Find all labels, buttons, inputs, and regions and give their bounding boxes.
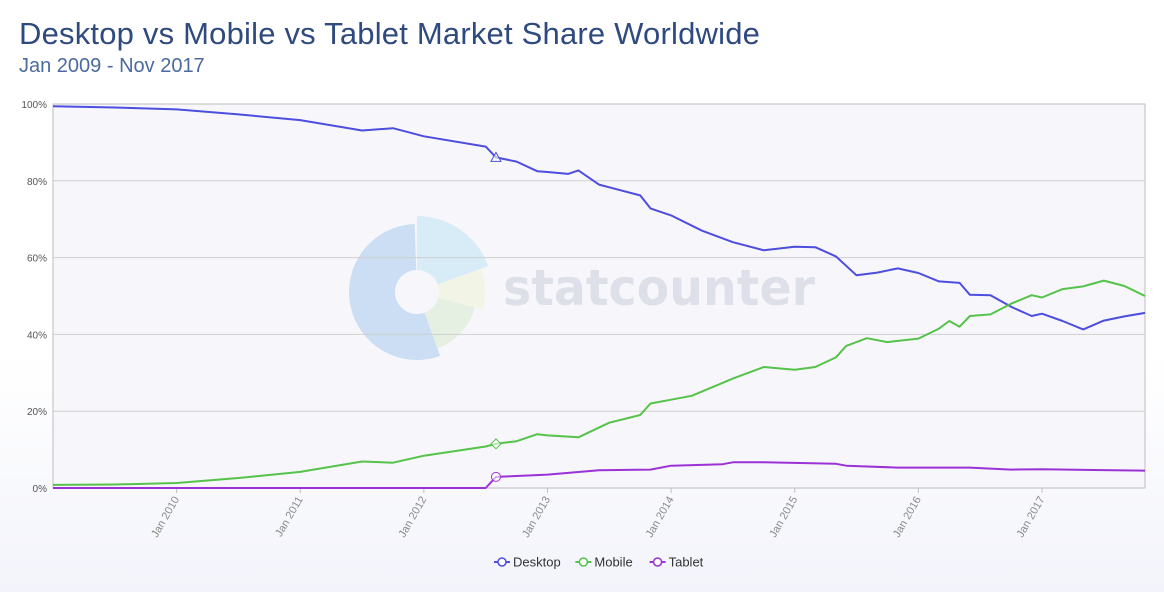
x-tick-label: Jan 2013 (520, 495, 553, 540)
legend-marker (578, 557, 589, 567)
watermark-logo-slice-bottom (424, 297, 475, 349)
legend-marker (652, 557, 663, 567)
grid-lines (53, 180, 1145, 412)
legend-marker (497, 557, 507, 567)
marker-desktop[interactable] (490, 151, 502, 162)
y-tick-label: 0% (33, 484, 48, 495)
watermark-logo-slice-top (417, 216, 489, 285)
legend-item-mobile[interactable]: Mobile (575, 555, 633, 570)
legend-item-desktop[interactable]: Desktop (494, 555, 561, 570)
chart-title: Desktop vs Mobile vs Tablet Market Share… (19, 16, 761, 51)
legend-item-tablet[interactable]: Tablet (649, 555, 704, 570)
legend-label: Mobile (594, 555, 632, 570)
x-tick-label: Jan 2011 (273, 495, 306, 539)
watermark-logo-slice-right (437, 268, 485, 310)
x-tick-label: Jan 2015 (767, 495, 800, 540)
x-tick-label: Jan 2017 (1015, 495, 1048, 540)
marker-tablet[interactable] (490, 471, 501, 482)
y-axis-ticks: 0% 20% 40% 60% 80% 100% (21, 100, 47, 495)
legend-label: Tablet (669, 555, 704, 570)
series-line-desktop (52, 105, 1146, 331)
y-tick-label: 100% (21, 100, 47, 111)
chart-subtitle: Jan 2009 - Nov 2017 (19, 55, 205, 77)
series-line-mobile (52, 279, 1146, 486)
marker-mobile[interactable] (490, 438, 502, 450)
legend-label: Desktop (513, 555, 561, 570)
series-line-tablet (53, 461, 1146, 489)
x-tick-label: Jan 2012 (396, 495, 429, 540)
y-tick-label: 40% (27, 330, 47, 341)
series-markers (490, 151, 502, 482)
watermark-text: statcounter (503, 259, 815, 317)
y-tick-label: 20% (27, 407, 47, 418)
y-tick-label: 60% (27, 254, 47, 265)
plot-area (52, 103, 1146, 489)
x-tick-label: Jan 2010 (149, 495, 182, 540)
x-tick-label: Jan 2016 (891, 495, 924, 540)
x-tick-label: Jan 2014 (644, 495, 677, 540)
y-tick-label: 80% (27, 177, 47, 188)
series-lines (52, 105, 1146, 489)
legend: Desktop Mobile Tablet (494, 555, 704, 570)
x-axis-ticks: Jan 2010 Jan 2011 Jan 2012 Jan 2013 Jan 2014… (149, 488, 1048, 540)
